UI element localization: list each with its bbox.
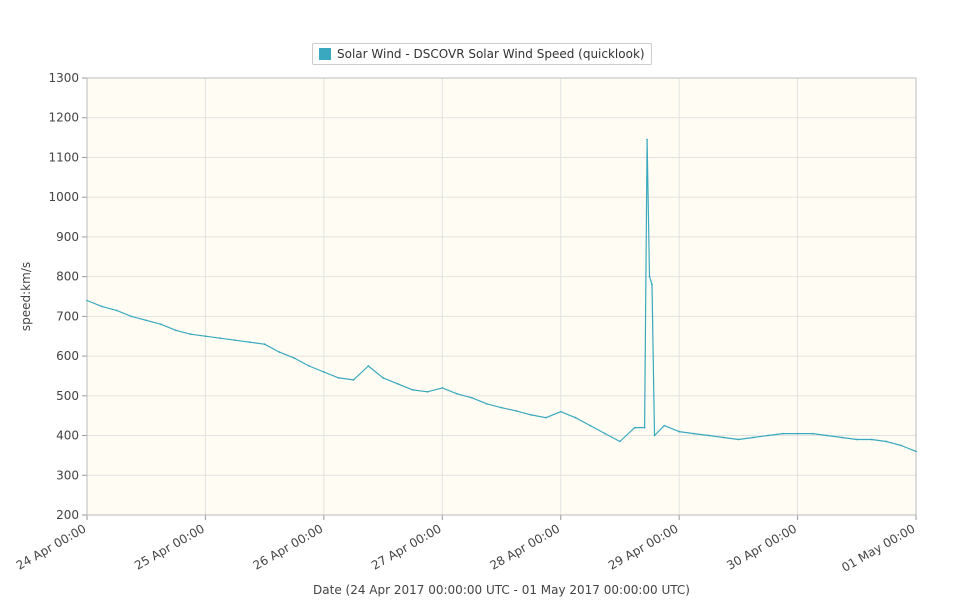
y-axis-title: speed:km/s [19,262,33,331]
y-tick-label: 600 [56,349,79,363]
plot-area [87,78,916,515]
data-point [651,283,653,286]
data-point [604,432,606,435]
data-point [234,339,236,342]
y-tick-label: 400 [56,429,79,443]
data-point [545,416,547,419]
y-tick-label: 200 [56,508,79,522]
data-point [174,329,177,332]
data-point [204,335,207,338]
data-point [589,424,592,427]
data-point [337,377,340,379]
data-point [707,434,710,437]
data-point [530,414,532,416]
data-point [646,138,648,141]
data-point [145,319,148,322]
x-tick-label: 01 May 00:00 [839,521,917,574]
data-point [633,426,636,429]
data-point [619,440,621,443]
data-point [796,432,799,435]
x-tick-label: 25 Apr 00:00 [132,521,207,572]
data-point [870,438,873,441]
data-point [263,343,266,346]
data-point [767,434,769,437]
data-point [841,436,843,439]
x-tick-label: 29 Apr 00:00 [606,521,681,572]
x-tick-label: 24 Apr 00:00 [14,521,89,572]
data-point [752,436,755,439]
data-point [323,371,325,373]
y-tick-label: 1300 [48,71,79,85]
y-tick-label: 300 [56,468,79,482]
data-point [248,341,251,344]
data-point [722,436,725,439]
legend[interactable]: Solar Wind - DSCOVR Solar Wind Speed (qu… [312,43,652,65]
data-point [485,402,488,405]
y-tick-label: 700 [56,309,79,323]
data-point [382,377,384,379]
data-point [648,275,651,278]
data-point [737,438,740,441]
y-tick-label: 900 [56,230,79,244]
data-point [219,337,222,340]
x-tick-label: 27 Apr 00:00 [369,521,444,572]
data-point [130,315,133,318]
data-point [653,434,656,437]
data-point [826,434,829,437]
y-tick-label: 1000 [48,190,79,204]
data-point [100,305,103,308]
data-point [500,406,503,409]
data-point [515,410,518,412]
data-point [885,440,888,443]
x-tick-label: 28 Apr 00:00 [487,521,562,572]
data-point [781,432,784,435]
y-tick-label: 1100 [48,150,79,164]
y-tick-label: 1200 [48,111,79,125]
data-point [367,365,370,367]
data-point [855,438,858,441]
y-tick-label: 800 [56,270,79,284]
x-tick-label: 26 Apr 00:00 [251,521,326,572]
data-point [574,416,577,419]
data-point [456,392,458,395]
data-point [663,424,666,427]
data-point [426,390,429,393]
data-point [811,432,814,435]
legend-label: Solar Wind - DSCOVR Solar Wind Speed (qu… [337,47,645,61]
data-point [308,365,310,367]
data-point [559,410,562,413]
data-point [471,396,473,399]
plot-border [86,77,917,516]
y-tick-label: 500 [56,389,79,403]
data-point [115,309,118,312]
data-point [397,383,399,385]
data-point [86,299,88,302]
legend-swatch [319,48,331,60]
data-point [441,387,444,389]
data-point [900,444,903,447]
data-point [189,333,192,336]
data-point [411,389,414,391]
x-tick-label: 30 Apr 00:00 [724,521,799,572]
axes [82,77,917,520]
data-point [915,450,917,453]
data-point [352,379,355,381]
data-point [693,432,695,435]
data-point [293,357,296,359]
data-point [678,430,680,433]
data-point [160,323,162,326]
data-point [643,426,646,429]
series-group [86,138,917,453]
x-axis-title: Date (24 Apr 2017 00:00:00 UTC - 01 May … [313,583,690,597]
data-point [278,351,281,353]
